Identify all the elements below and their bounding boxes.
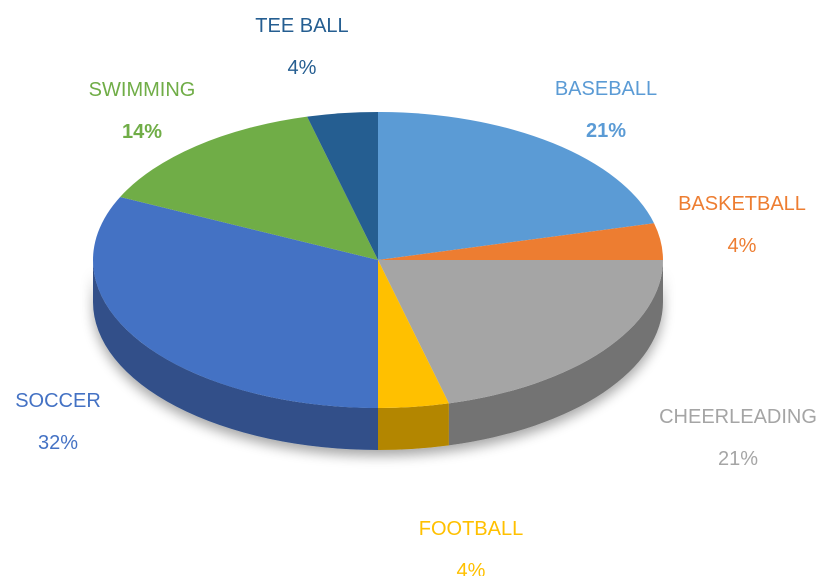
pie-side-football (378, 403, 449, 450)
pie-slice-tee-ball (307, 112, 378, 260)
pie-slice-cheerleading (378, 260, 663, 404)
pie-slice-swimming (120, 116, 378, 260)
pie-side-layer (93, 260, 663, 450)
slice-value-cheerleading: 21% (718, 448, 758, 470)
slice-label-football: FOOTBALL (419, 518, 523, 540)
pie-side-cheerleading (448, 260, 663, 446)
slice-label-soccer: SOCCER (15, 390, 101, 412)
pie-side-soccer (93, 260, 378, 450)
slice-label-basketball: BASKETBALL (678, 193, 806, 215)
slice-label-tee-ball: TEE BALL (255, 15, 348, 37)
slice-value-basketball: 4% (728, 235, 757, 257)
pie-top-layer (92, 112, 663, 408)
slice-value-football: 4% (457, 560, 486, 576)
slice-value-baseball: 21% (586, 120, 626, 142)
slice-label-baseball: BASEBALL (555, 78, 657, 100)
pie-slice-football (378, 260, 449, 408)
slice-value-soccer: 32% (38, 432, 78, 454)
slice-label-cheerleading: CHEERLEADING (659, 406, 817, 428)
pie-slice-soccer (92, 196, 378, 408)
pie-slice-basketball (378, 223, 663, 260)
slice-value-swimming: 14% (122, 121, 162, 143)
slice-label-swimming: SWIMMING (89, 79, 196, 101)
pie-slice-baseball (378, 112, 655, 260)
pie-label-layer: BASEBALL 21% BASKETBALL 4% CHEERLEADING 21% FO… (15, 15, 817, 576)
slice-value-tee-ball: 4% (288, 57, 317, 79)
